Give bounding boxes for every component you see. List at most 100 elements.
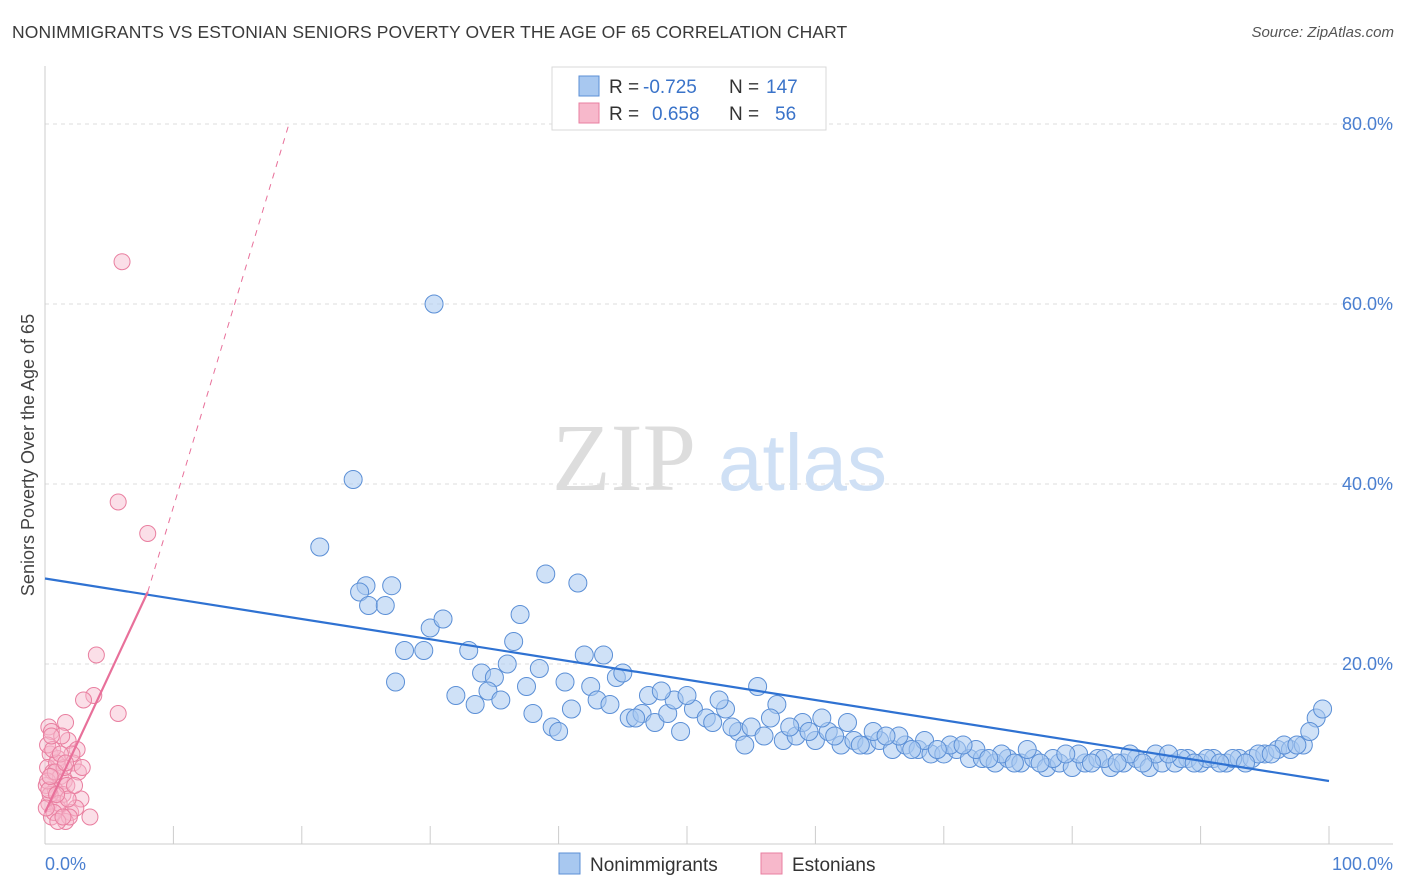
data-point-estonians bbox=[51, 745, 69, 763]
watermark-zip: ZIP bbox=[552, 404, 696, 511]
y-tick-label: 20.0% bbox=[1342, 654, 1393, 674]
data-point-nonimmigrants bbox=[1081, 753, 1101, 773]
data-point-estonians bbox=[113, 253, 131, 271]
data-point-nonimmigrants bbox=[1056, 744, 1076, 764]
data-point-nonimmigrants bbox=[523, 704, 543, 723]
data-point-estonians bbox=[109, 493, 127, 511]
data-point-nonimmigrants bbox=[561, 699, 581, 719]
data-point-nonimmigrants bbox=[1313, 699, 1333, 719]
chart-title: NONIMMIGRANTS VS ESTONIAN SENIORS POVERT… bbox=[12, 22, 848, 42]
legend-n-label-1: N = bbox=[729, 77, 759, 98]
data-point-nonimmigrants bbox=[395, 641, 415, 660]
data-point-nonimmigrants bbox=[780, 717, 800, 737]
y-tick-label: 80.0% bbox=[1342, 114, 1393, 134]
nonimmigrants-points bbox=[310, 294, 1333, 777]
data-point-estonians bbox=[54, 808, 72, 826]
data-point-nonimmigrants bbox=[510, 605, 530, 624]
data-point-estonians bbox=[53, 727, 71, 745]
data-point-nonimmigrants bbox=[386, 672, 406, 692]
data-point-nonimmigrants bbox=[671, 722, 691, 741]
data-point-nonimmigrants bbox=[446, 686, 466, 705]
data-point-nonimmigrants bbox=[465, 695, 485, 714]
x-tick-label-max: 100.0% bbox=[1332, 854, 1393, 874]
data-point-nonimmigrants bbox=[754, 726, 774, 746]
data-point-estonians bbox=[41, 768, 59, 785]
data-point-nonimmigrants bbox=[735, 735, 755, 755]
trendline-estonians bbox=[44, 591, 149, 813]
y-axis-title: Seniors Poverty Over the Age of 65 bbox=[18, 314, 38, 596]
data-point-nonimmigrants bbox=[703, 713, 723, 732]
data-point-nonimmigrants bbox=[594, 645, 614, 665]
data-point-nonimmigrants bbox=[497, 654, 517, 674]
data-point-nonimmigrants bbox=[600, 695, 620, 714]
estonians-points bbox=[37, 253, 157, 830]
data-point-nonimmigrants bbox=[1184, 753, 1204, 773]
data-point-nonimmigrants bbox=[613, 663, 633, 683]
data-point-nonimmigrants bbox=[953, 735, 973, 755]
data-point-nonimmigrants bbox=[536, 564, 556, 584]
data-point-estonians bbox=[42, 723, 60, 740]
data-point-nonimmigrants bbox=[677, 686, 697, 705]
data-point-nonimmigrants bbox=[651, 681, 671, 701]
legend-top: R = -0.725 N = 147 R = 0.658 N = 56 bbox=[551, 66, 827, 131]
data-point-estonians bbox=[42, 727, 60, 745]
data-point-estonians bbox=[57, 714, 75, 731]
legend-bottom: Nonimmigrants Estonians bbox=[558, 852, 875, 876]
data-point-nonimmigrants bbox=[350, 582, 370, 602]
data-point-nonimmigrants bbox=[1300, 722, 1320, 741]
trendlines bbox=[44, 123, 1330, 813]
legend-r-label-1: R = bbox=[609, 77, 639, 98]
chart-source: Source: ZipAtlas.com bbox=[1251, 24, 1394, 41]
legend-r-value-2: 0.658 bbox=[652, 104, 700, 125]
legend-n-value-2: 56 bbox=[775, 104, 796, 125]
legend-n-value-1: 147 bbox=[766, 77, 798, 98]
data-point-estonians bbox=[109, 705, 127, 722]
x-tick-label-min: 0.0% bbox=[45, 854, 86, 874]
data-point-nonimmigrants bbox=[876, 726, 896, 746]
data-point-nonimmigrants bbox=[491, 690, 511, 710]
data-point-nonimmigrants bbox=[1017, 740, 1037, 759]
legend-r-label-2: R = bbox=[609, 104, 639, 125]
data-point-estonians bbox=[139, 525, 157, 542]
data-point-estonians bbox=[73, 759, 91, 776]
data-point-estonians bbox=[87, 646, 105, 664]
data-point-estonians bbox=[49, 813, 67, 830]
data-point-nonimmigrants bbox=[1261, 744, 1281, 764]
trendline-nonimmigrants bbox=[44, 577, 1330, 783]
data-point-nonimmigrants bbox=[1287, 735, 1307, 755]
data-point-nonimmigrants bbox=[555, 672, 575, 692]
data-point-nonimmigrants bbox=[760, 708, 780, 728]
data-point-nonimmigrants bbox=[433, 609, 453, 629]
data-point-estonians bbox=[66, 777, 84, 794]
data-point-nonimmigrants bbox=[504, 632, 524, 651]
legend-n-label-2: N = bbox=[729, 104, 759, 125]
data-point-nonimmigrants bbox=[517, 677, 536, 696]
data-point-nonimmigrants bbox=[626, 708, 646, 728]
data-point-nonimmigrants bbox=[812, 708, 832, 728]
data-point-nonimmigrants bbox=[927, 740, 947, 759]
data-point-nonimmigrants bbox=[310, 537, 330, 557]
data-point-nonimmigrants bbox=[838, 713, 857, 732]
y-tick-labels: 20.0% 40.0% 60.0% 80.0% bbox=[1342, 114, 1393, 674]
data-point-nonimmigrants bbox=[1107, 753, 1127, 773]
data-point-estonians bbox=[81, 808, 99, 826]
data-point-nonimmigrants bbox=[1133, 753, 1153, 773]
data-point-nonimmigrants bbox=[382, 576, 402, 596]
data-point-nonimmigrants bbox=[979, 749, 999, 768]
bottom-legend-swatch-nonimmigrants bbox=[558, 852, 581, 875]
data-point-nonimmigrants bbox=[414, 641, 434, 660]
data-point-nonimmigrants bbox=[424, 294, 444, 314]
data-point-nonimmigrants bbox=[549, 722, 569, 741]
bottom-legend-estonians: Estonians bbox=[792, 855, 875, 876]
data-point-nonimmigrants bbox=[1004, 753, 1024, 773]
legend-swatch-estonians bbox=[578, 102, 600, 124]
data-point-nonimmigrants bbox=[568, 573, 588, 593]
y-tick-label: 40.0% bbox=[1342, 474, 1393, 494]
data-point-nonimmigrants bbox=[722, 717, 742, 737]
data-point-nonimmigrants bbox=[574, 645, 594, 665]
bottom-legend-nonimmigrants: Nonimmigrants bbox=[590, 855, 718, 876]
legend-r-value-1: -0.725 bbox=[643, 77, 697, 98]
data-point-nonimmigrants bbox=[359, 596, 379, 615]
watermark-atlas: atlas bbox=[718, 418, 887, 507]
